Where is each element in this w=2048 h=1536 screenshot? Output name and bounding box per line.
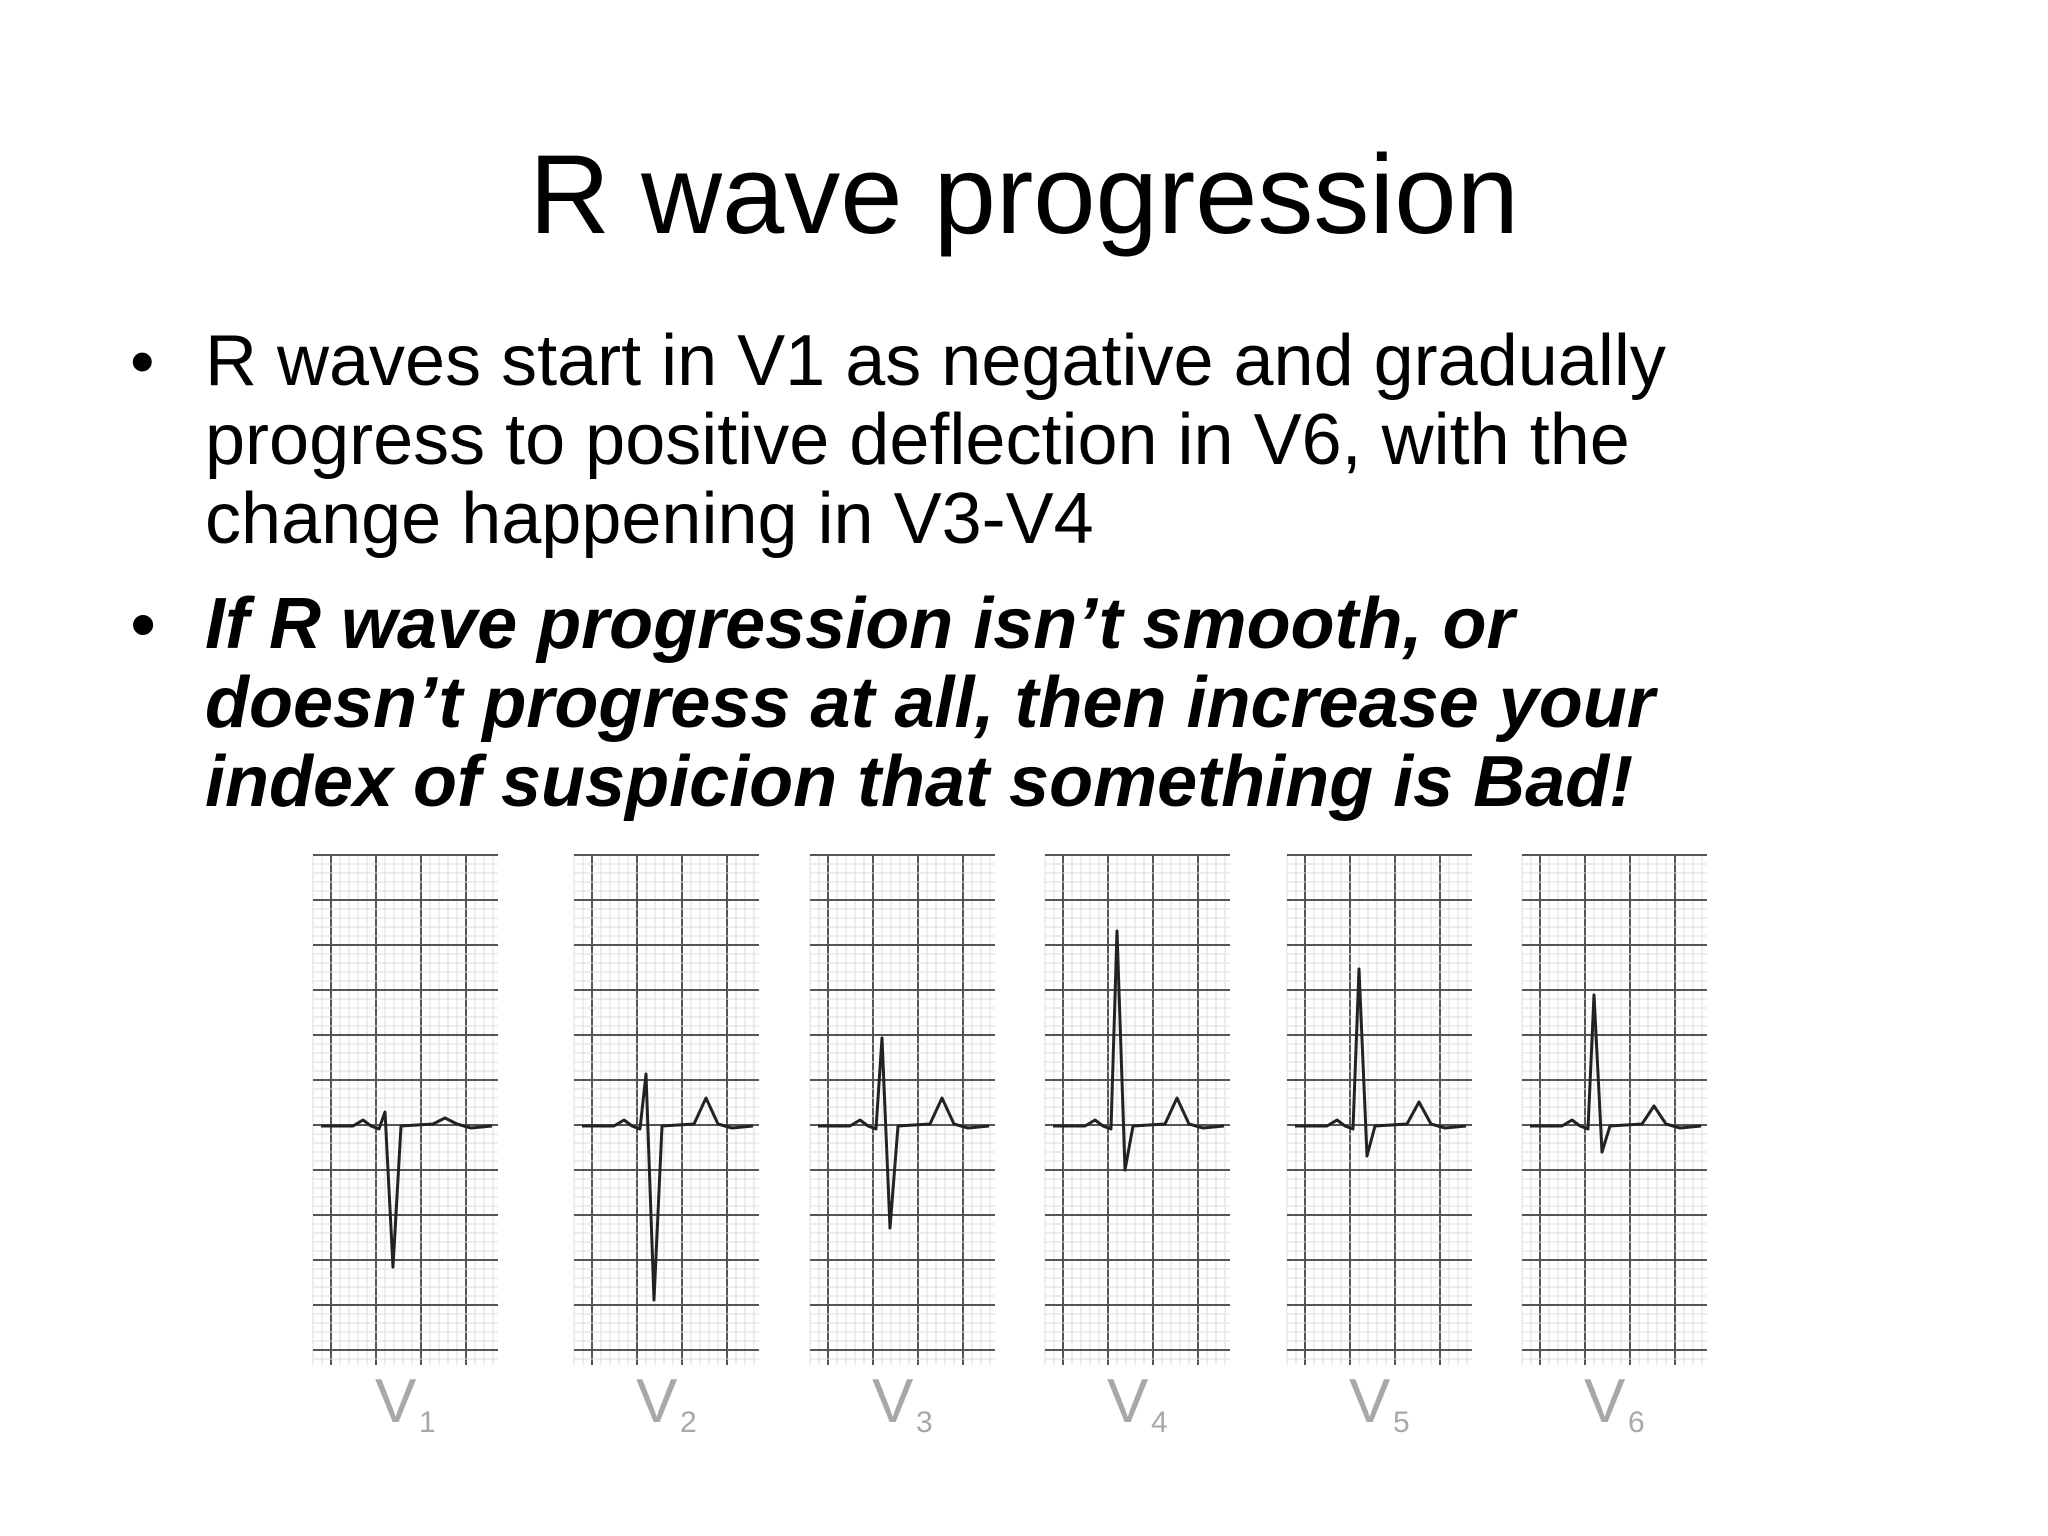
ecg-trace [582, 1072, 754, 1302]
lead-sub: 3 [916, 1406, 933, 1439]
lead-sub: 5 [1393, 1406, 1410, 1439]
bullet-line: index of suspicion that something is Bad… [205, 742, 1634, 822]
bullet: • R waves start in V1 as negative and gra… [130, 321, 1666, 559]
slide-title: R wave progression [529, 132, 1519, 257]
ecg-trace [818, 1036, 990, 1230]
ecg-trace [1295, 967, 1467, 1158]
lead-label: V [1349, 1367, 1391, 1436]
lead-sub: 6 [1628, 1406, 1645, 1439]
ecg-trace [1530, 993, 1702, 1154]
bullet: • If R wave progression isn’t smooth, or d… [130, 584, 1655, 822]
bullet-line: R waves start in V1 as negative and grad… [205, 321, 1666, 401]
lead-label: V [872, 1367, 914, 1436]
lead-sub: 2 [680, 1406, 697, 1439]
bullet-line: If R wave progression isn’t smooth, or [205, 584, 1515, 664]
lead-sub: 4 [1151, 1406, 1168, 1439]
bullet-line: progress to positive deflection in V6, w… [205, 400, 1630, 480]
lead-label: V [1584, 1367, 1626, 1436]
lead-sub: 1 [419, 1406, 436, 1439]
ecg-trace [321, 1110, 493, 1269]
bullet-line: doesn’t progress at all, then increase y… [205, 663, 1655, 743]
lead-label: V [1107, 1367, 1149, 1436]
lead-label: V [636, 1367, 678, 1436]
bullet-line: change happening in V3-V4 [205, 479, 1094, 559]
ecg-trace [1053, 929, 1225, 1172]
lead-label: V [375, 1367, 417, 1436]
